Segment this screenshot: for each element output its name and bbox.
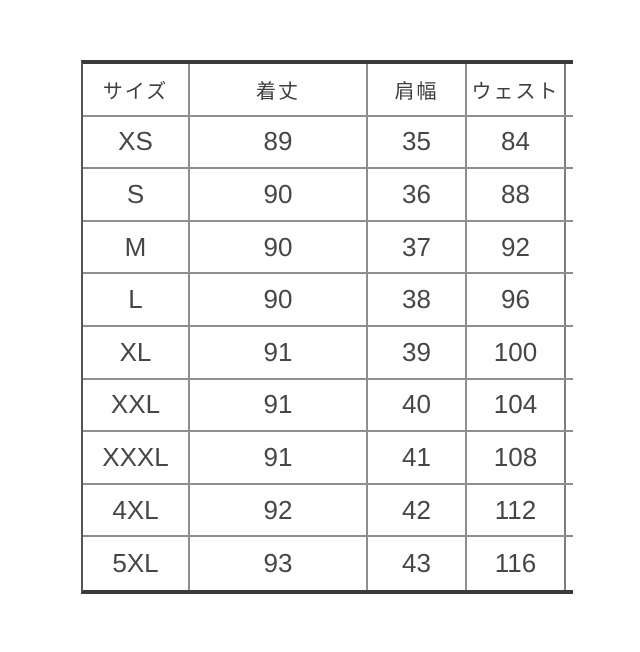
header-cell-0: サイズ (83, 64, 190, 115)
table-cell: 90 (190, 169, 368, 220)
table-cell: 88 (467, 169, 566, 220)
gridline-overhang (566, 327, 573, 378)
table-cell: 91 (190, 326, 368, 378)
table-cell: XXXL (83, 432, 190, 483)
table-cell: 112 (467, 484, 566, 536)
table-cell: 90 (190, 221, 368, 273)
table-cell: 41 (368, 432, 467, 483)
table-cell: 100 (467, 326, 566, 378)
table-cell: 36 (368, 169, 467, 220)
table-cell: 42 (368, 484, 467, 536)
table-row: XL 91 39 100 (83, 326, 573, 380)
table-row: XS 89 35 84 (83, 116, 573, 170)
table-cell: 104 (467, 379, 566, 431)
table-row: M 90 37 92 (83, 221, 573, 275)
table-cell: 38 (368, 274, 467, 325)
table-cell: 91 (190, 379, 368, 431)
gridline-overhang (566, 64, 573, 115)
table-cell: 92 (190, 484, 368, 536)
table-row: XXL 91 40 104 (83, 379, 573, 433)
gridline-overhang (566, 537, 573, 590)
table-cell: 91 (190, 432, 368, 483)
gridline-overhang (566, 274, 573, 325)
gridline-overhang (566, 432, 573, 483)
header-cell-1: 着丈 (190, 64, 368, 115)
table-row: L 90 38 96 (83, 274, 573, 327)
table-cell: 116 (467, 537, 566, 590)
gridline-overhang (566, 380, 573, 431)
table-cell: 96 (467, 274, 566, 325)
gridline-overhang (566, 117, 573, 168)
table-cell: 39 (368, 326, 467, 378)
table-cell: 5XL (83, 537, 190, 590)
table-cell: XL (83, 326, 190, 378)
table-row: S 90 36 88 (83, 169, 573, 222)
table-cell: 93 (190, 537, 368, 590)
gridline-overhang (566, 169, 573, 220)
table-row: 4XL 92 42 112 (83, 484, 573, 538)
gridline-overhang (566, 222, 573, 273)
table-cell: 108 (467, 432, 566, 483)
table-cell: 4XL (83, 484, 190, 536)
table-cell: XS (83, 116, 190, 168)
table-cell: M (83, 221, 190, 273)
header-cell-2: 肩幅 (368, 64, 467, 115)
gridline-overhang (566, 485, 573, 536)
table-cell: XXL (83, 379, 190, 431)
table-cell: 89 (190, 116, 368, 168)
table-cell: 35 (368, 116, 467, 168)
header-cell-3: ウェスト (467, 64, 566, 115)
table-row: XXXL 91 41 108 (83, 432, 573, 485)
size-chart-table: サイズ 着丈 肩幅 ウェスト XS 89 35 84 S 90 36 88 M 90 37 92 L 90 38 96… (81, 60, 573, 594)
table-cell: 84 (467, 116, 566, 168)
table-cell: 37 (368, 221, 467, 273)
table-cell: 43 (368, 537, 467, 590)
table-cell: 92 (467, 221, 566, 273)
table-header-row: サイズ 着丈 肩幅 ウェスト (83, 64, 573, 117)
table-cell: L (83, 274, 190, 325)
table-cell: S (83, 169, 190, 220)
table-cell: 90 (190, 274, 368, 325)
table-row: 5XL 93 43 116 (83, 537, 573, 590)
table-cell: 40 (368, 379, 467, 431)
